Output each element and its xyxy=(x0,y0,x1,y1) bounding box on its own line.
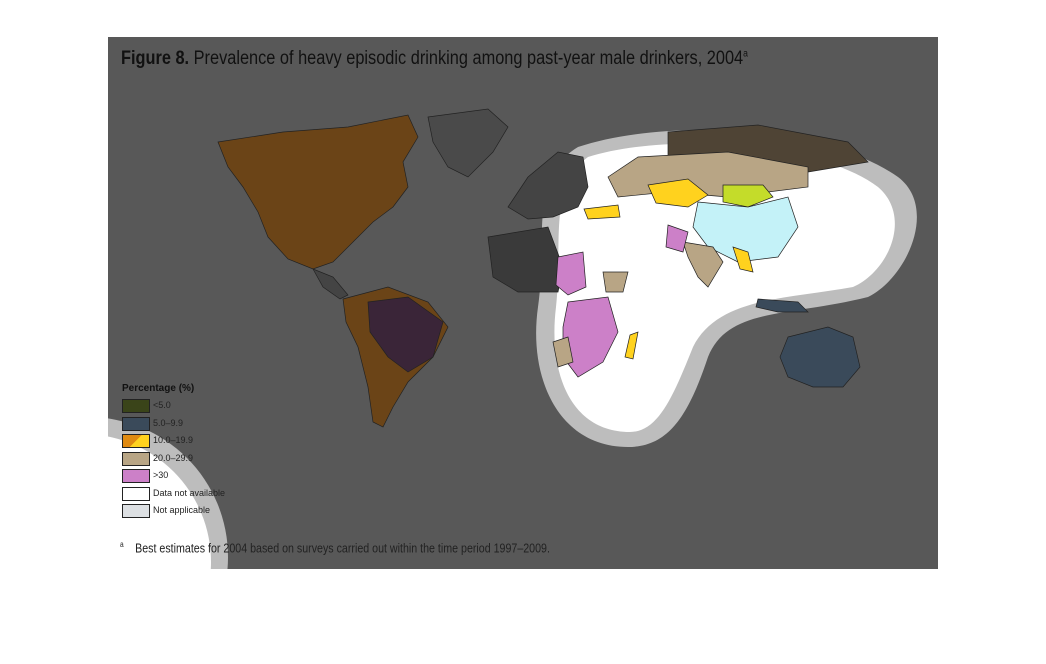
turkey xyxy=(583,204,621,220)
southeast-asia xyxy=(732,246,754,273)
legend-label: 5.0–9.9 xyxy=(153,417,184,428)
title-text: Prevalence of heavy episodic drinking am… xyxy=(193,48,744,69)
footnote-text: Best estimates for 2004 based on surveys… xyxy=(135,540,550,556)
legend-label: Not applicable xyxy=(153,505,211,515)
legend-swatch xyxy=(122,451,150,466)
north-america xyxy=(217,114,419,270)
legend-swatch xyxy=(122,434,150,448)
legend-swatch xyxy=(122,469,150,483)
legend-label: 20.0–29.9 xyxy=(153,452,194,463)
legend-label: 10.0–19.9 xyxy=(153,435,194,445)
india xyxy=(682,241,724,288)
footnote: a Best estimates for 2004 based on survey… xyxy=(120,540,550,555)
figure-title: Figure 8. Prevalence of heavy episodic d… xyxy=(121,48,748,70)
indonesia xyxy=(755,298,809,313)
legend-swatch xyxy=(122,416,150,431)
ethiopia xyxy=(602,271,629,293)
legend-swatch xyxy=(122,504,150,518)
legend-label: >30 xyxy=(153,470,169,480)
figure-panel: Figure 8. Prevalence of heavy episodic d… xyxy=(108,37,938,569)
south-africa xyxy=(552,336,574,368)
legend-swatch xyxy=(122,399,150,413)
pakistan xyxy=(665,224,689,253)
legend-label: Data not available xyxy=(153,487,226,498)
legend-label: <5.0 xyxy=(153,400,171,410)
footnote-marker: a xyxy=(120,540,124,549)
brazil xyxy=(367,296,444,373)
central-america xyxy=(312,268,349,300)
spotlight xyxy=(554,143,895,432)
east-africa xyxy=(555,251,587,296)
madagascar xyxy=(624,331,639,360)
west-africa xyxy=(487,226,564,293)
mongolia xyxy=(722,184,774,208)
greenland xyxy=(427,108,509,178)
europe xyxy=(507,151,589,220)
australia xyxy=(779,326,861,388)
southern-africa xyxy=(562,296,619,378)
figure-label: Figure 8. xyxy=(121,48,190,69)
china xyxy=(692,196,799,263)
legend-title: Percentage (%) xyxy=(122,383,195,394)
world-map xyxy=(108,108,917,569)
title-superscript: a xyxy=(743,48,748,60)
kazakhstan xyxy=(647,178,709,208)
legend-swatch xyxy=(122,486,150,501)
